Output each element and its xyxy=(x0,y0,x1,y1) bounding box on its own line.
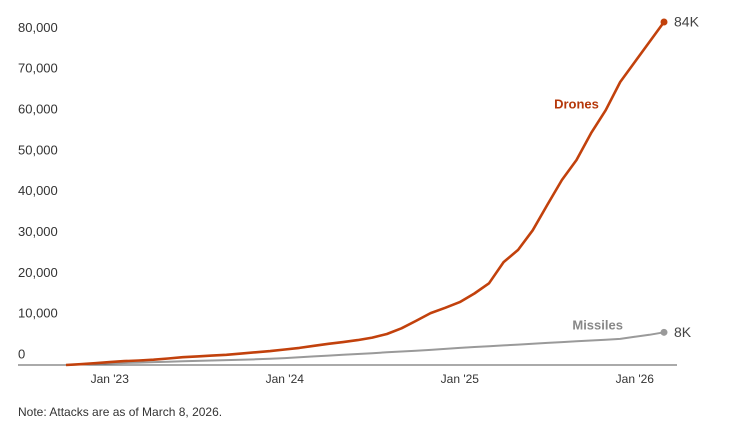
y-tick-label: 70,000 xyxy=(18,61,58,76)
y-tick-label: 80,000 xyxy=(18,20,58,35)
note: Note: Attacks are as of March 8, 2026. xyxy=(18,405,222,419)
end-point xyxy=(660,18,668,26)
x-tick-label: Jan '25 xyxy=(441,372,480,386)
value-label: 84K xyxy=(674,14,700,30)
y-tick-label: 10,000 xyxy=(18,306,58,321)
y-tick-label: 50,000 xyxy=(18,142,58,157)
x-tick-label: Jan '26 xyxy=(616,372,655,386)
series-line xyxy=(65,21,666,367)
series-name: Drones xyxy=(554,96,599,111)
x-tick-label: Jan '23 xyxy=(91,372,130,386)
value-label: 8K xyxy=(674,324,692,340)
end-point xyxy=(660,328,668,336)
x-tick-label: Jan '24 xyxy=(266,372,305,386)
y-tick-label: 20,000 xyxy=(18,265,58,280)
y-tick-label: 40,000 xyxy=(18,183,58,198)
y-tick-label: 30,000 xyxy=(18,224,58,239)
series-name: Missiles xyxy=(572,317,623,332)
series-line xyxy=(65,331,665,366)
y-tick-label: 60,000 xyxy=(18,101,58,116)
y-tick-label: 0 xyxy=(18,346,25,361)
